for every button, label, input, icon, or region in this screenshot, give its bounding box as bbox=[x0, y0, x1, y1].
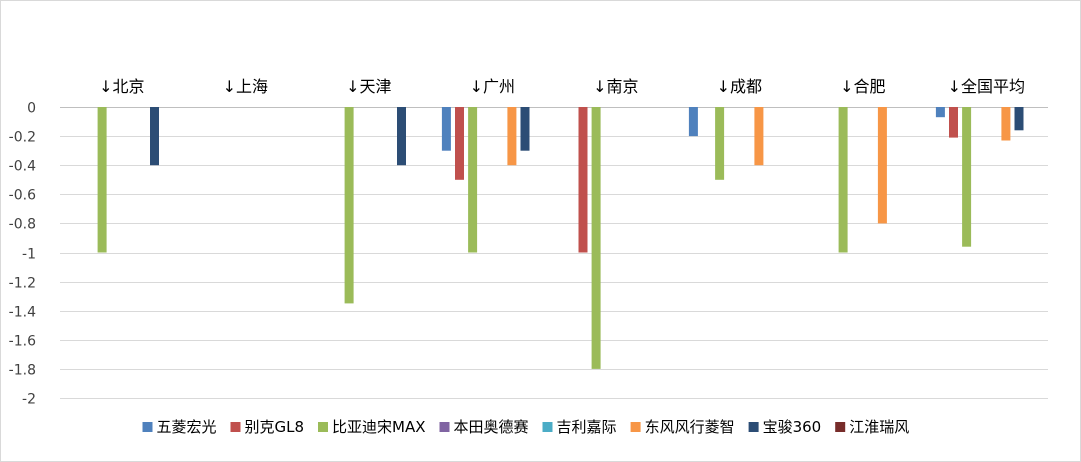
category-label: ↓北京 bbox=[99, 77, 144, 96]
bar bbox=[591, 107, 601, 369]
y-tick-label: -1.4 bbox=[9, 305, 36, 321]
y-tick-label: -0.8 bbox=[9, 217, 36, 233]
y-axis-ticks: 0 -0.2 -0.4 -0.6 -0.8 -1 -1.2 -1.4 -1.6 -1.8 -2 bbox=[9, 101, 36, 408]
legend: 五菱宏光 别克GL8 比亚迪宋MAX 本田奥德赛 吉利嘉际 东风风行菱智 宝骏360 江淮瑞风 bbox=[142, 418, 909, 436]
legend-swatch bbox=[318, 422, 328, 432]
legend-swatch bbox=[230, 422, 241, 432]
legend-label: 吉利嘉际 bbox=[557, 418, 617, 436]
bars bbox=[97, 107, 1024, 369]
bar bbox=[441, 107, 451, 151]
legend-swatch bbox=[835, 422, 846, 432]
y-tick-label: -1.2 bbox=[9, 276, 36, 292]
category-label: ↓合肥 bbox=[840, 77, 885, 96]
bar bbox=[962, 107, 972, 247]
category-label: ↓成都 bbox=[717, 77, 762, 96]
legend-swatch bbox=[142, 422, 153, 432]
legend-label: 东风风行菱智 bbox=[645, 418, 735, 436]
bar bbox=[949, 107, 958, 138]
bar bbox=[754, 107, 764, 166]
bar bbox=[455, 107, 464, 180]
bar bbox=[344, 107, 354, 304]
y-tick-label: -0.4 bbox=[9, 159, 36, 175]
y-tick-label: -0.6 bbox=[9, 188, 36, 204]
bar bbox=[97, 107, 107, 253]
legend-label: 五菱宏光 bbox=[157, 418, 217, 436]
bar bbox=[468, 107, 478, 253]
bar bbox=[397, 107, 406, 166]
bar bbox=[877, 107, 887, 224]
y-tick-label: 0 bbox=[27, 101, 36, 117]
bar bbox=[935, 107, 945, 118]
bar bbox=[150, 107, 159, 166]
bar bbox=[578, 107, 588, 253]
category-label: ↓上海 bbox=[223, 77, 268, 96]
legend-swatch bbox=[439, 422, 450, 432]
legend-label: 别克GL8 bbox=[245, 418, 305, 436]
bar bbox=[838, 107, 848, 253]
category-label: ↓广州 bbox=[470, 77, 515, 96]
bar bbox=[1001, 107, 1011, 141]
legend-swatch bbox=[748, 422, 759, 432]
legend-label: 江淮瑞风 bbox=[849, 418, 909, 436]
bar bbox=[520, 107, 530, 151]
y-tick-label: -1.6 bbox=[9, 334, 36, 350]
legend-swatch bbox=[542, 422, 553, 432]
legend-label: 比亚迪宋MAX bbox=[332, 418, 425, 436]
y-tick-label: -2 bbox=[22, 392, 36, 408]
bar bbox=[507, 107, 517, 166]
y-tick-label: -1.8 bbox=[9, 363, 36, 379]
bar bbox=[1014, 107, 1024, 131]
legend-swatch bbox=[630, 422, 641, 432]
bar bbox=[688, 107, 698, 137]
bar bbox=[715, 107, 725, 180]
category-labels: ↓北京 ↓上海 ↓天津 ↓广州 ↓南京 ↓成都 ↓合肥 ↓全国平均 bbox=[99, 77, 1025, 96]
legend-label: 本田奥德赛 bbox=[454, 418, 529, 436]
category-label: ↓天津 bbox=[346, 77, 391, 96]
category-label: ↓南京 bbox=[593, 77, 638, 96]
y-tick-label: -1 bbox=[22, 247, 36, 263]
gridlines bbox=[60, 107, 1048, 399]
legend-label: 宝骏360 bbox=[763, 418, 822, 436]
category-label: ↓全国平均 bbox=[948, 77, 1025, 96]
y-tick-label: -0.2 bbox=[9, 130, 36, 146]
